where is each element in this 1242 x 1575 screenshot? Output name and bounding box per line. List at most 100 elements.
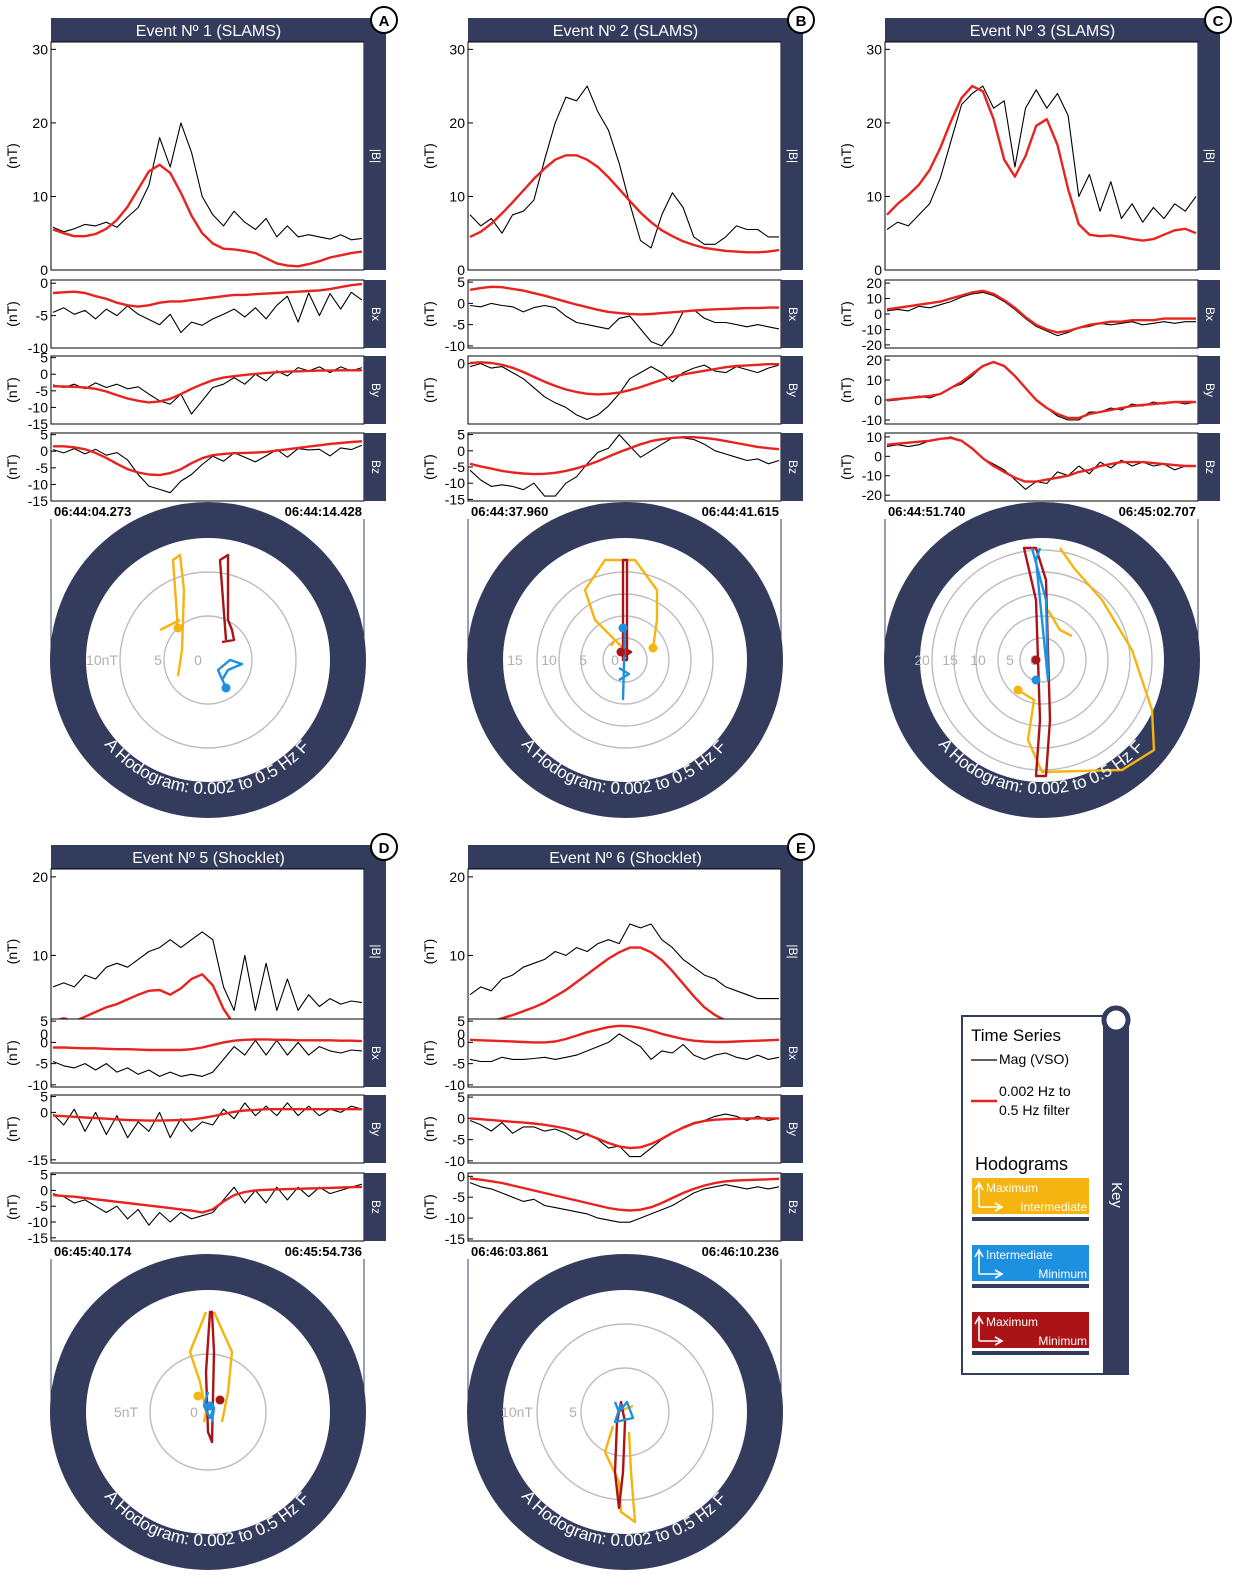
hodogram-int-min-trace: [613, 1400, 635, 1424]
y-tick-label: -10: [28, 1077, 48, 1093]
component-tab: [781, 42, 803, 270]
time-start: 06:44:51.740: [888, 504, 965, 519]
y-tick-label: 5: [40, 350, 48, 366]
panel-badge: D: [379, 840, 390, 857]
filter-series-line: [53, 1038, 363, 1052]
y-tick-label: 20: [32, 115, 48, 131]
time-series-panel-bx: Bx(nT)50-5-10: [4, 1013, 386, 1093]
panel-frame: [50, 432, 365, 502]
y-unit-label: (nT): [421, 1194, 437, 1220]
y-tick-label: 5: [457, 274, 465, 290]
y-tick-label: 20: [449, 869, 465, 885]
hodogram-key-swatch: [972, 1245, 1089, 1281]
component-tab: [781, 280, 803, 348]
y-tick-label: 0: [457, 1034, 465, 1050]
badge-circle: [787, 833, 815, 861]
hodogram-start-dot: [215, 1395, 225, 1405]
y-tick-label: 0: [40, 1026, 48, 1042]
mag-series-line: [469, 434, 780, 497]
filter-series-line: [52, 369, 362, 404]
ring-label: 5: [579, 652, 587, 668]
y-tick-label: -10: [28, 399, 48, 415]
hodogram-start-dot: [618, 623, 628, 633]
panel-frame: [50, 41, 365, 271]
component-label: |B|: [1203, 149, 1217, 163]
y-tick-label: 10: [866, 188, 882, 204]
time-series-panel-magbmag: |B| (nT) 0 10 20 30: [4, 41, 386, 278]
component-label: By: [1203, 383, 1217, 397]
y-tick-label: -15: [28, 1230, 48, 1246]
y-tick-label: -5: [453, 1056, 466, 1072]
component-tab: [1198, 356, 1220, 424]
hodogram-max-int-trace: [583, 558, 659, 651]
key-label: Key: [1108, 1182, 1125, 1208]
component-label: |B|: [369, 149, 383, 163]
y-tick-label: 10: [32, 188, 48, 204]
hodogram-ring: [467, 1254, 783, 1570]
y-tick-label: -5: [36, 1056, 49, 1072]
title-bar: [468, 18, 803, 42]
ring-label: 15: [507, 652, 523, 668]
mag-series-line: [469, 1033, 780, 1063]
filter-series-line: [469, 1024, 780, 1044]
hodogram-key-underline: [972, 1351, 1089, 1355]
y-tick-label: -5: [36, 308, 49, 324]
y-tick-label: -10: [28, 476, 48, 492]
grid-ring: [163, 615, 253, 705]
panel-frame: [50, 1094, 365, 1164]
component-tab: [781, 1173, 803, 1241]
time-series-panel-magbmag: |B| (nT) 0 10 20: [421, 868, 803, 1042]
component-label: By: [786, 1122, 800, 1136]
hodogram-start-dot: [221, 683, 231, 693]
ring-label: 10: [970, 652, 986, 668]
ring-label: 10: [541, 652, 557, 668]
key-ring-icon: [1101, 1005, 1131, 1035]
time-end: 06:45:02.707: [1119, 504, 1196, 519]
y-tick-label: -5: [453, 459, 466, 475]
key-tab: [1103, 1016, 1128, 1374]
axes-arrow-icon: [974, 1315, 1004, 1346]
time-series-panel-magbmag: |B| (nT) 0 10 20 30: [838, 41, 1220, 278]
mag-series-line: [469, 1182, 780, 1223]
hodogram-max-min-trace: [1022, 546, 1052, 778]
time-end: 06:44:41.615: [702, 504, 779, 519]
hodogram-key-bottom-label: Minimum: [1038, 1334, 1087, 1348]
time-start: 06:45:40.174: [54, 1244, 132, 1259]
hodogram-start-dot: [1013, 685, 1023, 695]
badge-circle: [787, 6, 815, 34]
y-tick-label: 0: [457, 443, 465, 459]
y-unit-label: (nT): [4, 939, 20, 965]
ring-label: 5: [154, 652, 162, 668]
hodogram-key-bottom-label: Minimum: [1038, 1267, 1087, 1281]
y-tick-label: 5: [40, 1089, 48, 1105]
ring-label: 10nT: [86, 652, 118, 668]
filter-series-line: [52, 282, 363, 308]
ring-label: 15: [942, 652, 958, 668]
y-unit-label: (nT): [838, 454, 854, 480]
hodogram-max-int-trace: [1017, 547, 1156, 774]
y-tick-label: -15: [445, 1231, 465, 1247]
badge-circle: [370, 833, 398, 861]
ring-label: 0: [194, 652, 202, 668]
component-label: |B|: [786, 149, 800, 163]
component-tab: [1198, 280, 1220, 348]
component-tab: [364, 1095, 386, 1163]
time-series-panel-bx: Bx(nT)50-5-10: [421, 274, 803, 354]
component-label: Bx: [1203, 307, 1217, 321]
y-unit-label: (nT): [421, 377, 437, 403]
component-tab: [781, 869, 803, 1034]
y-tick-label: -10: [445, 475, 465, 491]
y-unit-label: (nT): [421, 143, 437, 169]
hodogram-start-dot: [205, 1401, 215, 1411]
component-tab: [1198, 433, 1220, 501]
grid-ring: [580, 615, 670, 705]
filter-series-line: [52, 1185, 363, 1214]
component-label: |B|: [369, 944, 383, 958]
mag-series-line: [469, 923, 779, 1000]
title-bar: [885, 18, 1220, 42]
hodogram-start-dot: [1031, 655, 1041, 665]
hodogram-key-swatch: [972, 1178, 1089, 1214]
y-tick-label: 0: [40, 275, 48, 291]
y-tick-label: 0: [40, 443, 48, 459]
time-series-panel-bz: Bz (nT) 50-5-10-15: [4, 427, 386, 509]
